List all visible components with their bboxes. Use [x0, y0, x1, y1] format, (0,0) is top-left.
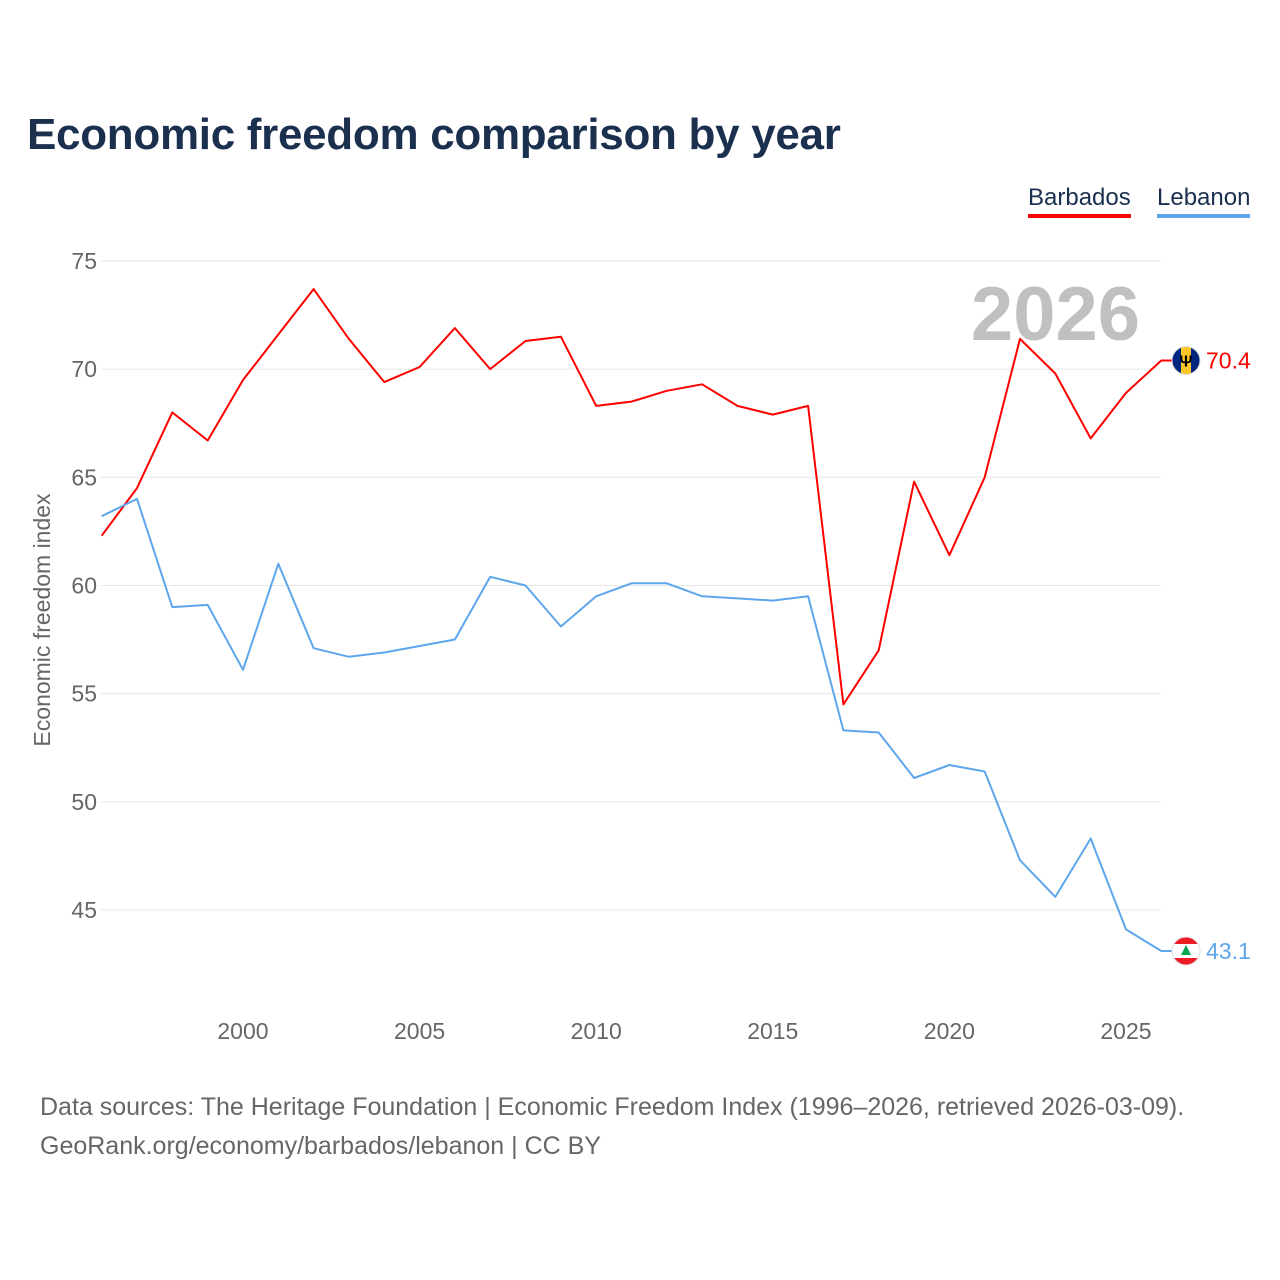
y-tick-label: 45 — [71, 897, 97, 923]
lebanon-flag-icon — [1171, 936, 1201, 966]
trident-icon: Ψ — [1180, 353, 1193, 370]
legend-lebanon[interactable]: Lebanon — [1157, 184, 1251, 218]
series-line-lebanon — [101, 497, 1162, 952]
x-tick-label: 2015 — [747, 1018, 798, 1044]
flag — [1172, 936, 1200, 965]
y-tick-label: 65 — [71, 464, 97, 490]
cedar-icon — [1181, 944, 1191, 955]
series-line-barbados — [100, 288, 1162, 706]
x-tick-label: 2025 — [1100, 1018, 1151, 1044]
end-value-label: 43.1 — [1206, 938, 1251, 964]
flag: Ψ — [1172, 346, 1200, 375]
end-value-label: 70.4 — [1206, 347, 1251, 373]
footer: Data sources: The Heritage Foundation | … — [40, 1088, 1184, 1166]
y-tick-label: 75 — [71, 248, 97, 274]
flag-band — [1181, 346, 1191, 375]
y-tick-label: 70 — [71, 356, 97, 382]
y-tick-label: 55 — [71, 681, 97, 707]
x-tick-label: 2000 — [217, 1018, 268, 1044]
year-watermark: 2026 — [971, 272, 1140, 357]
y-tick-label: 60 — [71, 572, 97, 598]
barbados-flag-icon: Ψ — [1171, 345, 1201, 375]
legend-barbados[interactable]: Barbados — [1028, 184, 1131, 218]
x-tick-label: 2005 — [394, 1018, 445, 1044]
flag-border — [1171, 345, 1201, 375]
chart-title: Economic freedom comparison by year — [27, 110, 841, 159]
flag-border — [1171, 936, 1201, 966]
source-line: Data sources: The Heritage Foundation | … — [40, 1093, 1185, 1121]
source-link[interactable]: GeoRank.org/economy/barbados/lebanon | C… — [40, 1132, 601, 1160]
y-axis-label: Economic freedom index — [29, 493, 55, 747]
x-tick-label: 2020 — [924, 1018, 975, 1044]
y-tick-label: 50 — [71, 789, 97, 815]
x-tick-label: 2010 — [571, 1018, 622, 1044]
